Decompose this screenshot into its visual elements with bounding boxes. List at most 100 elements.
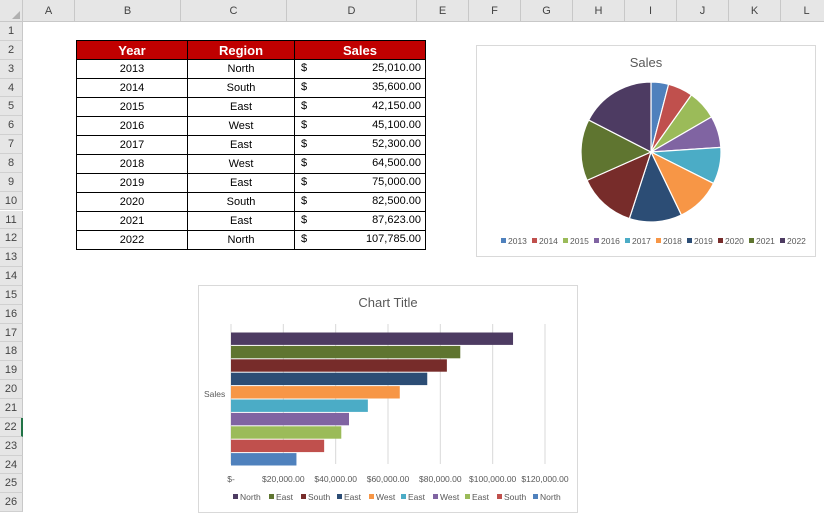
- sales-amount: 64,500.00: [372, 157, 421, 169]
- row-header-20[interactable]: 20: [0, 380, 23, 399]
- cell-year[interactable]: 2020: [76, 192, 188, 212]
- cell-year[interactable]: 2019: [76, 173, 188, 193]
- bar-7[interactable]: [231, 412, 350, 426]
- cell-sales[interactable]: $107,785.00: [294, 230, 426, 250]
- column-header-h[interactable]: H: [573, 0, 625, 22]
- pie-slice-2020[interactable]: [586, 150, 652, 220]
- bar-10[interactable]: [231, 453, 297, 466]
- bar-5[interactable]: [231, 386, 400, 399]
- column-header-j[interactable]: J: [677, 0, 729, 22]
- row-header-1[interactable]: 1: [0, 22, 23, 41]
- row-header-26[interactable]: 26: [0, 493, 23, 513]
- row-header-10[interactable]: 10: [0, 191, 23, 211]
- row-header-3[interactable]: 3: [0, 59, 23, 79]
- sales-amount: 42,150.00: [372, 100, 421, 112]
- cell-sales[interactable]: $42,150.00: [294, 97, 426, 117]
- column-header-b[interactable]: B: [75, 0, 181, 22]
- bar-8[interactable]: [231, 426, 342, 439]
- row-header-9[interactable]: 9: [0, 172, 23, 192]
- cell-sales[interactable]: $25,010.00: [294, 59, 426, 79]
- row-header-2[interactable]: 2: [0, 40, 23, 60]
- row-header-6[interactable]: 6: [0, 116, 23, 136]
- cell-region[interactable]: North: [187, 59, 295, 79]
- bar-1[interactable]: [231, 332, 514, 345]
- pie-slice-2022[interactable]: [587, 81, 652, 153]
- row-header-18[interactable]: 18: [0, 342, 23, 362]
- row-header-5[interactable]: 5: [0, 97, 23, 117]
- pie-slice-2021[interactable]: [580, 119, 653, 182]
- column-header-d[interactable]: D: [287, 0, 417, 22]
- cell-sales[interactable]: $35,600.00: [294, 78, 426, 98]
- cell-region[interactable]: East: [187, 211, 295, 231]
- column-header-a[interactable]: A: [23, 0, 75, 22]
- x-tick-label: $120,000.00: [521, 474, 569, 484]
- legend-swatch: [780, 238, 785, 243]
- legend-label: 2015: [570, 236, 589, 246]
- cell-region[interactable]: East: [187, 135, 295, 155]
- row-header-25[interactable]: 25: [0, 474, 23, 494]
- cell-region[interactable]: South: [187, 78, 295, 98]
- cell-sales[interactable]: $87,623.00: [294, 211, 426, 231]
- column-header-c[interactable]: C: [181, 0, 287, 22]
- row-header-4[interactable]: 4: [0, 78, 23, 98]
- row-header-7[interactable]: 7: [0, 135, 23, 154]
- row-header-22[interactable]: 22: [0, 417, 23, 437]
- bar-2[interactable]: [231, 345, 461, 359]
- column-header-l[interactable]: L: [781, 0, 824, 22]
- x-tick-label: $100,000.00: [469, 474, 517, 484]
- row-header-16[interactable]: 16: [0, 304, 23, 324]
- cell-region[interactable]: South: [187, 192, 295, 212]
- row-header-19[interactable]: 19: [0, 361, 23, 381]
- row-header-24[interactable]: 24: [0, 455, 23, 475]
- cell-sales[interactable]: $75,000.00: [294, 173, 426, 193]
- table-row: 2015 East $42,150.00: [76, 97, 426, 117]
- header-year[interactable]: Year: [76, 40, 188, 60]
- pie-chart[interactable]: Sales 2013 2014 2015 2016 2017 2018 2019 2020 20…: [476, 45, 816, 257]
- cell-year[interactable]: 2017: [76, 135, 188, 155]
- sales-data-table: Year Region Sales 2013 North $25,010.00 201…: [76, 40, 426, 250]
- cell-year[interactable]: 2018: [76, 154, 188, 174]
- pie-chart-plot: 2013 2014 2015 2016 2017 2018 2019 2020 2021 2022: [501, 81, 806, 246]
- bar-6[interactable]: [231, 399, 368, 412]
- row-header-23[interactable]: 23: [0, 436, 23, 456]
- bar-chart[interactable]: Chart Title Sales $- $20,000.00 $40,000.00 $…: [198, 285, 578, 513]
- cell-sales[interactable]: $52,300.00: [294, 135, 426, 155]
- cell-sales[interactable]: $82,500.00: [294, 192, 426, 212]
- legend-label: 2019: [694, 236, 713, 246]
- column-header-g[interactable]: G: [521, 0, 573, 22]
- header-sales[interactable]: Sales: [294, 40, 426, 60]
- bar-4[interactable]: [231, 372, 428, 386]
- column-header-f[interactable]: F: [469, 0, 521, 22]
- header-region[interactable]: Region: [187, 40, 295, 60]
- cell-region[interactable]: West: [187, 154, 295, 174]
- row-header-15[interactable]: 15: [0, 285, 23, 305]
- row-header-13[interactable]: 13: [0, 248, 23, 268]
- row-header-14[interactable]: 14: [0, 267, 23, 286]
- row-header-11[interactable]: 11: [0, 210, 23, 230]
- row-header-17[interactable]: 17: [0, 323, 23, 343]
- bar-9[interactable]: [231, 439, 325, 453]
- cell-region[interactable]: West: [187, 116, 295, 136]
- legend-label: 2016: [601, 236, 620, 246]
- cell-year[interactable]: 2015: [76, 97, 188, 117]
- row-header-21[interactable]: 21: [0, 399, 23, 418]
- select-all-corner[interactable]: [0, 0, 23, 22]
- cell-region[interactable]: North: [187, 230, 295, 250]
- cell-year[interactable]: 2021: [76, 211, 188, 231]
- row-header-12[interactable]: 12: [0, 229, 23, 249]
- cell-region[interactable]: East: [187, 173, 295, 193]
- bar-chart-title: Chart Title: [358, 295, 418, 310]
- bar-3[interactable]: [231, 359, 447, 372]
- row-header-8[interactable]: 8: [0, 153, 23, 173]
- cell-sales[interactable]: $45,100.00: [294, 116, 426, 136]
- cell-year[interactable]: 2013: [76, 59, 188, 79]
- cell-region[interactable]: East: [187, 97, 295, 117]
- cell-year[interactable]: 2022: [76, 230, 188, 250]
- cell-year[interactable]: 2014: [76, 78, 188, 98]
- column-header-e[interactable]: E: [417, 0, 469, 22]
- column-header-i[interactable]: I: [625, 0, 677, 22]
- x-tick-label: $40,000.00: [314, 474, 357, 484]
- column-header-k[interactable]: K: [729, 0, 781, 22]
- cell-year[interactable]: 2016: [76, 116, 188, 136]
- cell-sales[interactable]: $64,500.00: [294, 154, 426, 174]
